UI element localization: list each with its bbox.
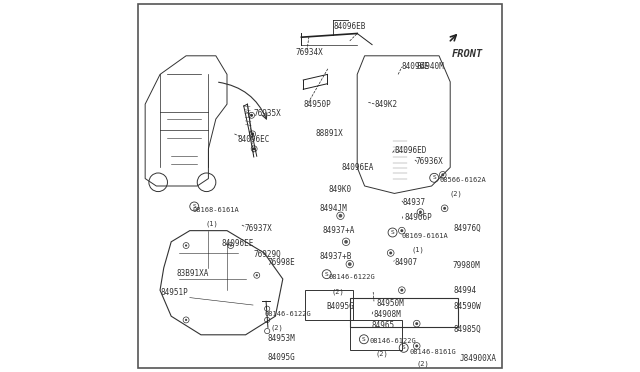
Circle shape (253, 147, 255, 150)
Text: 84095G: 84095G (267, 353, 295, 362)
Circle shape (230, 244, 232, 247)
Text: (2): (2) (331, 289, 344, 295)
Text: 83B91XA: 83B91XA (177, 269, 209, 278)
Text: FRONT: FRONT (452, 49, 483, 59)
Circle shape (344, 240, 348, 244)
Text: 84906P: 84906P (404, 213, 432, 222)
Text: 76936X: 76936X (415, 157, 443, 166)
Text: 84937: 84937 (403, 198, 426, 207)
Text: 84096ED: 84096ED (394, 146, 427, 155)
Circle shape (251, 132, 254, 135)
Text: 08146-6122G: 08146-6122G (265, 311, 312, 317)
Circle shape (401, 289, 403, 292)
Text: 8494JM: 8494JM (319, 204, 347, 213)
Text: 08169-6161A: 08169-6161A (402, 233, 449, 239)
Text: 76929Q: 76929Q (253, 250, 281, 259)
Circle shape (415, 322, 418, 325)
Text: 08168-6161A: 08168-6161A (193, 207, 239, 213)
Text: B4095G: B4095G (326, 302, 354, 311)
Text: 84976Q: 84976Q (454, 224, 482, 233)
Circle shape (401, 229, 403, 232)
Text: 08146-6122G: 08146-6122G (328, 274, 375, 280)
Circle shape (255, 274, 258, 276)
Text: 84965: 84965 (371, 321, 394, 330)
Circle shape (415, 344, 418, 347)
Text: 84994: 84994 (454, 286, 477, 295)
Text: 84096EC: 84096EC (237, 135, 270, 144)
Text: 08146-6122G: 08146-6122G (369, 339, 416, 344)
Text: 08146-8161G: 08146-8161G (410, 349, 456, 355)
Text: S: S (325, 272, 328, 277)
Text: S: S (193, 204, 196, 209)
Text: (2): (2) (375, 351, 388, 357)
Text: 84096EE: 84096EE (221, 239, 254, 248)
Text: 84096EB: 84096EB (333, 22, 365, 31)
Text: 84096E: 84096E (401, 62, 429, 71)
Circle shape (250, 114, 253, 117)
Text: (2): (2) (271, 325, 284, 331)
Text: S: S (433, 175, 436, 180)
Text: 76937X: 76937X (245, 224, 273, 233)
Text: J84900XA: J84900XA (460, 355, 497, 363)
Text: (2): (2) (449, 191, 462, 198)
Text: (1): (1) (411, 247, 424, 253)
Text: (1): (1) (205, 221, 218, 227)
Text: 84937+B: 84937+B (319, 252, 351, 261)
Text: 84590W: 84590W (453, 302, 481, 311)
Text: 84950P: 84950P (303, 100, 331, 109)
Circle shape (389, 251, 392, 254)
Text: 84950M: 84950M (376, 299, 404, 308)
Text: 84985Q: 84985Q (453, 325, 481, 334)
Text: 84953M: 84953M (268, 334, 296, 343)
Circle shape (339, 214, 342, 218)
Text: 849K0: 849K0 (329, 185, 352, 194)
Text: 84940M: 84940M (417, 62, 444, 71)
Text: 84907: 84907 (394, 258, 417, 267)
Circle shape (419, 211, 422, 214)
Text: 849K2: 849K2 (374, 100, 397, 109)
Text: S: S (362, 337, 366, 342)
Text: 84951P: 84951P (161, 288, 189, 296)
Text: (2): (2) (417, 360, 429, 367)
Text: 84096EA: 84096EA (342, 163, 374, 172)
Circle shape (443, 207, 446, 210)
Text: 79980M: 79980M (452, 262, 480, 270)
Text: 76935X: 76935X (253, 109, 281, 118)
Text: 84908M: 84908M (374, 310, 402, 319)
Text: S: S (402, 345, 406, 350)
Text: 08566-6162A: 08566-6162A (439, 177, 486, 183)
Text: 76934X: 76934X (296, 48, 324, 57)
Circle shape (185, 244, 187, 247)
Text: 84937+A: 84937+A (323, 226, 355, 235)
Text: 76998E: 76998E (268, 258, 296, 267)
Circle shape (185, 319, 187, 321)
Circle shape (441, 173, 444, 176)
Circle shape (348, 262, 351, 266)
Text: S: S (390, 230, 394, 235)
Text: 88891X: 88891X (315, 129, 343, 138)
